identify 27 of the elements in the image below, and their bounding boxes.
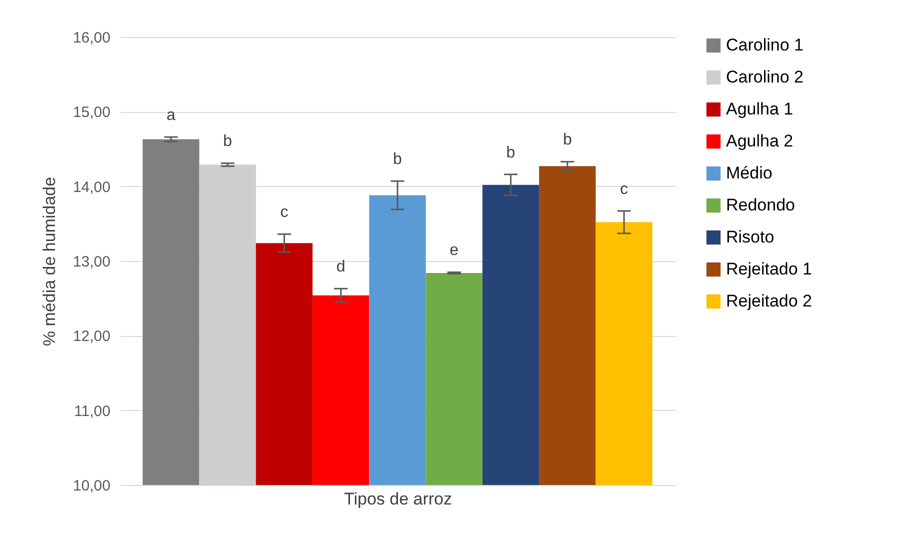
annotation: e bbox=[450, 242, 459, 260]
y-axis-title: % média de humidade bbox=[40, 176, 59, 346]
y-tick-label: 11,00 bbox=[74, 402, 110, 420]
annotation: a bbox=[166, 107, 176, 124]
legend-label: Rejeitado 2 bbox=[726, 292, 812, 310]
y-tick-label: 13,00 bbox=[72, 254, 110, 270]
legend-label: Médio bbox=[726, 164, 772, 182]
legend-label: Rejeitado 1 bbox=[726, 260, 812, 278]
annotation: c bbox=[620, 180, 628, 198]
y-tick-label: 16,00 bbox=[72, 30, 110, 46]
legend-label: Carolino 2 bbox=[726, 68, 804, 86]
y-tick-label: 14,00 bbox=[72, 178, 110, 196]
annotation: b bbox=[562, 132, 572, 149]
annotation: b bbox=[506, 144, 516, 162]
annotation: b bbox=[223, 133, 232, 150]
legend-label: Redondo bbox=[726, 196, 796, 214]
legend-label: Agulha 1 bbox=[726, 100, 794, 118]
annotation: b bbox=[393, 151, 402, 168]
annotation: c bbox=[280, 204, 288, 222]
y-tick-label: 15,00 bbox=[72, 104, 110, 122]
annotation: d bbox=[336, 258, 346, 276]
legend-label: Risoto bbox=[726, 228, 774, 246]
legend-label: Carolino 1 bbox=[726, 36, 804, 54]
legend-label: Agulha 2 bbox=[726, 132, 794, 150]
y-tick-label: 12,00 bbox=[72, 328, 110, 346]
y-tick-label: 10,00 bbox=[72, 478, 110, 494]
x-axis-title: Tipos de arroz bbox=[344, 490, 452, 508]
